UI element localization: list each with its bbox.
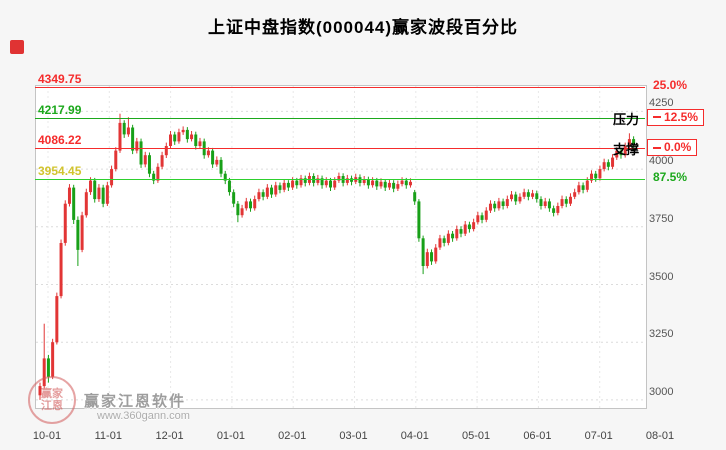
support-annotation: 支撑 — [612, 142, 639, 158]
percent-label: 12.5% — [664, 109, 699, 124]
x-axis-tick-label: 04-01 — [400, 430, 429, 442]
y-axis-tick-label: 3000 — [649, 385, 674, 398]
x-axis-tick-label: 05-01 — [462, 430, 491, 442]
x-axis-tick-label: 12-01 — [155, 430, 184, 442]
y-axis-tick-label: 3750 — [649, 212, 674, 225]
x-axis-tick-label: 02-01 — [278, 430, 307, 442]
x-axis-tick-label: 11-01 — [94, 430, 122, 442]
pressure-annotation: 压力 — [612, 111, 639, 127]
level-dash-icon — [653, 116, 661, 119]
wave-percent-87.5%: 87.5% — [653, 169, 688, 184]
x-axis-tick-label: 06-01 — [523, 430, 552, 442]
y-axis-tick-label: 3500 — [649, 270, 674, 283]
x-axis-tick-label: 10-01 — [32, 430, 62, 442]
wave-percent-25.0%: 25.0% — [653, 78, 688, 93]
y-axis-tick-label: 4250 — [649, 97, 674, 110]
x-axis-tick-label: 03-01 — [339, 430, 368, 442]
x-axis-rail: 10-01 11-01 12-01 01-01 02-01 03-01 04-01 05-01… — [0, 429, 726, 445]
candlestick-canvas[interactable] — [36, 86, 646, 408]
y-axis-tick-label: 4000 — [649, 155, 674, 168]
y-axis-tick-label: 3250 — [649, 328, 674, 341]
wave-percent-0.0%: 0.0% — [647, 139, 698, 157]
percent-label: 0.0% — [664, 140, 692, 155]
x-axis-tick-label: 07-01 — [584, 430, 613, 442]
x-axis-tick-label: 08-01 — [645, 430, 675, 442]
red-corner-mark-icon — [10, 40, 24, 54]
x-axis-tick-label: 01-01 — [216, 430, 245, 442]
chart-title: 上证中盘指数(000044)赢家波段百分比 — [207, 18, 519, 37]
watermark-url: www.360gann.com — [97, 410, 190, 422]
wave-percent-12.5%: 12.5% — [647, 108, 705, 126]
level-dash-icon — [653, 146, 661, 149]
candlestick-plot-area[interactable] — [35, 85, 647, 409]
